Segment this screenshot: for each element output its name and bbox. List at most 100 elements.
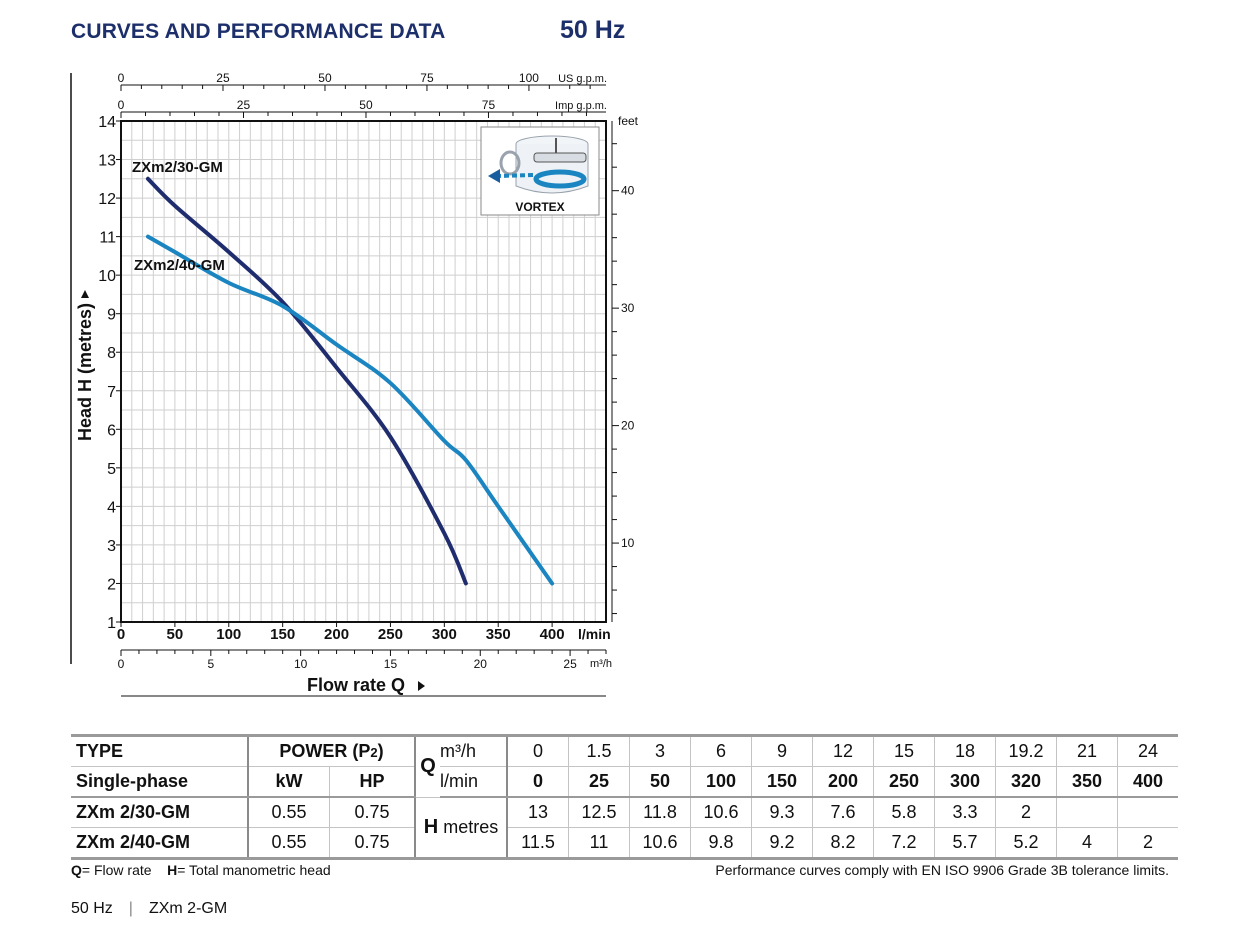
chart-axes: 0 50 100 150 200 250 300 350 400 l/min12345678910… [70, 71, 639, 697]
y-axis-title: Head H (metres) [75, 303, 95, 441]
us-gpm-axis-tick-label: 75 [420, 71, 434, 85]
imp-gpm-axis-tick-label: 25 [237, 98, 251, 112]
h-cell: 9.8 [690, 827, 752, 860]
y-tick-label: 8 [107, 345, 116, 362]
h-cell: 5.7 [934, 827, 996, 860]
m3h-axis-tick-label: 25 [563, 657, 577, 671]
h-cell: 10.6 [690, 797, 752, 828]
x-tick-label: 350 [486, 626, 511, 643]
h-cell: 9.3 [751, 797, 813, 828]
feet-axis-unit: feet [618, 114, 639, 128]
type-header: TYPE [71, 734, 249, 767]
imp-gpm-axis-tick-label: 50 [359, 98, 373, 112]
power-header: POWER (P2) [248, 734, 416, 767]
row-hp: 0.75 [329, 827, 416, 860]
chart-series: ZXm2/30-GM ZXm2/40-GM [132, 159, 555, 586]
x-tick-label: 0 [117, 626, 125, 643]
x-tick-label: 250 [378, 626, 403, 643]
h-cell: 10.6 [629, 827, 691, 860]
lmin-cell: 400 [1117, 766, 1178, 798]
m3h-axis-tick-label: 15 [384, 657, 398, 671]
x-tick-label: 50 [167, 626, 184, 643]
footer-separator: | [128, 900, 133, 917]
y-tick-label: 11 [99, 230, 116, 247]
m3h-cell: 18 [934, 734, 996, 767]
series-label-1: ZXm2/40-GM [134, 257, 225, 274]
m3h-axis-tick-label: 5 [207, 657, 214, 671]
h-cell: 13 [507, 797, 569, 828]
feet-axis-tick-label: 10 [621, 536, 635, 550]
y-tick-label: 3 [107, 538, 116, 555]
m3h-cell: 0 [507, 734, 569, 767]
vortex-pump-icon [488, 135, 589, 194]
legend-notes: Q= Flow rate H= Total manometric head [71, 862, 331, 878]
phase-header: Single-phase [71, 766, 249, 798]
h-cell [1056, 797, 1118, 828]
lmin-cell: 150 [751, 766, 813, 798]
m3h-cell: 1.5 [568, 734, 630, 767]
feet-axis-tick-label: 20 [621, 419, 635, 433]
us-gpm-axis-tick-label: 100 [519, 71, 539, 85]
lmin-cell: 25 [568, 766, 630, 798]
y-tick-label: 7 [107, 384, 116, 401]
h-cell: 11.5 [507, 827, 569, 860]
m3h-cell: 21 [1056, 734, 1118, 767]
m3h-unit: m³/h [440, 734, 508, 767]
h-cell: 11.8 [629, 797, 691, 828]
feet-axis-tick-label: 30 [621, 301, 635, 315]
series-line-1 [145, 234, 555, 586]
y-tick-label: 1 [107, 615, 116, 632]
m3h-cell: 9 [751, 734, 813, 767]
h-cell [1117, 797, 1178, 828]
hp-header: HP [329, 766, 416, 798]
h-cell: 2 [1117, 827, 1178, 860]
plot-frame [120, 120, 607, 623]
row-type: ZXm 2/30-GM [71, 797, 249, 828]
kw-header: kW [248, 766, 330, 798]
imp-gpm-axis-tick-label: 0 [118, 98, 125, 112]
m3h-axis-tick-label: 0 [118, 657, 125, 671]
x-tick-label: 200 [324, 626, 349, 643]
vortex-label: VORTEX [515, 200, 564, 214]
footer-frequency: 50 Hz [71, 900, 113, 917]
performance-table: TYPE POWER (P2) Q m³/h 0 1.5 3 6 9 12 15… [71, 734, 1178, 860]
lmin-cell: 320 [995, 766, 1057, 798]
m3h-axis-tick-label: 20 [474, 657, 488, 671]
h-cell: 2 [995, 797, 1057, 828]
lmin-cell: 250 [873, 766, 935, 798]
h-cell: 7.6 [812, 797, 874, 828]
h-cell: 4 [1056, 827, 1118, 860]
us-gpm-axis-tick-label: 0 [118, 71, 125, 85]
y-tick-label: 2 [107, 576, 116, 593]
lmin-cell: 350 [1056, 766, 1118, 798]
y-tick-label: 9 [107, 307, 116, 324]
x-axis-title: Flow rate Q [307, 675, 405, 695]
imp-gpm-axis-tick-label: 75 [482, 98, 496, 112]
q-header: Q [415, 734, 440, 798]
x-tick-label: 400 [540, 626, 565, 643]
h-cell: 11 [568, 827, 630, 860]
m3h-cell: 24 [1117, 734, 1178, 767]
m3h-axis-tick-label: 10 [294, 657, 308, 671]
m3h-cell: 19.2 [995, 734, 1057, 767]
y-tick-label: 10 [98, 268, 116, 285]
us-gpm-axis-tick-label: 50 [318, 71, 332, 85]
chart-grid [120, 120, 607, 623]
compliance-note: Performance curves comply with EN ISO 99… [715, 862, 1169, 878]
page-footer: 50 Hz | ZXm 2-GM [71, 900, 227, 918]
row-kw: 0.55 [248, 797, 330, 828]
x-tick-label: 100 [216, 626, 241, 643]
x-axis-arrow-icon [418, 681, 425, 691]
us-gpm-axis-tick-label: 25 [216, 71, 230, 85]
frequency-badge: 50 Hz [560, 16, 626, 44]
row-kw: 0.55 [248, 827, 330, 860]
y-axis-arrow-icon [81, 290, 89, 298]
row-hp: 0.75 [329, 797, 416, 828]
page-title: CURVES AND PERFORMANCE DATA [71, 20, 446, 43]
y-tick-label: 4 [107, 499, 116, 516]
lmin-cell: 0 [507, 766, 569, 798]
performance-chart: 0 50 100 150 200 250 300 350 400 l/min12345678910… [70, 71, 639, 697]
y-tick-label: 13 [98, 153, 116, 170]
h-cell: 12.5 [568, 797, 630, 828]
m3h-cell: 12 [812, 734, 874, 767]
